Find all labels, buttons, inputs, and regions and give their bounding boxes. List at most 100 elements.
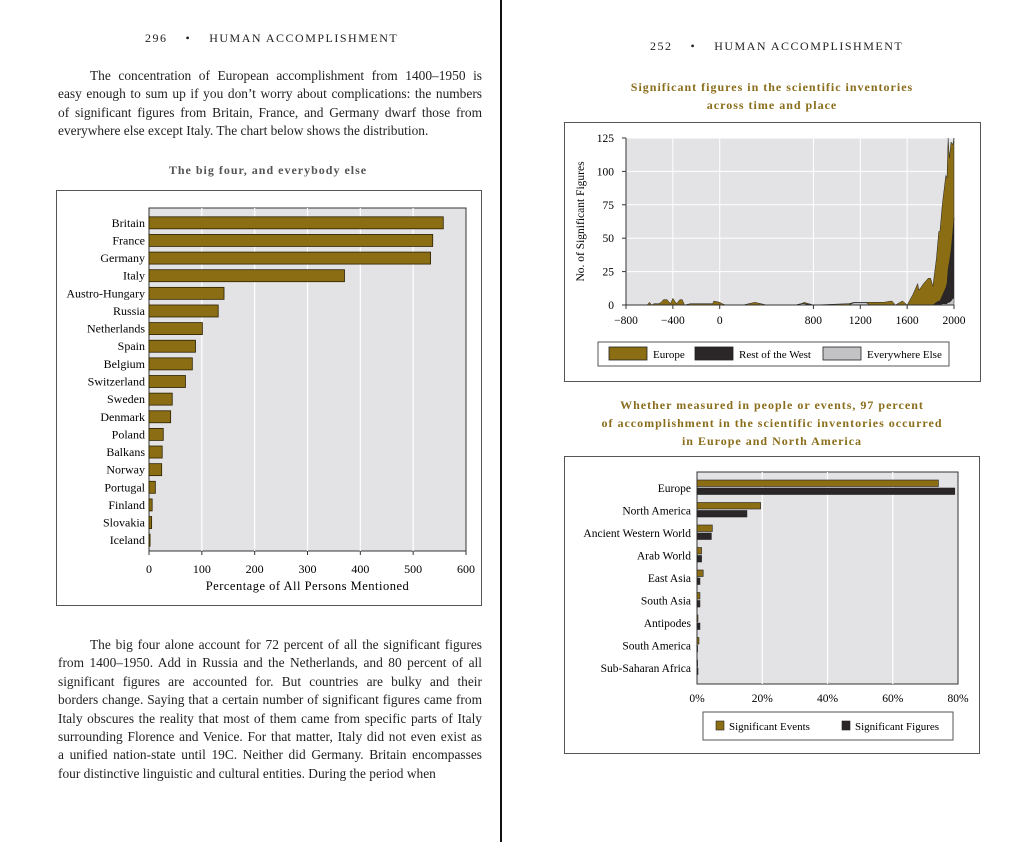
chart1-title: The big four, and everybody else — [168, 163, 368, 177]
chart-regions: 0% 20% 40% 60% 80% Europe North America Ancient… — [583, 471, 969, 741]
category-label: South America — [622, 641, 691, 653]
category-label: Italy — [123, 269, 145, 283]
bullet: • — [690, 39, 697, 53]
x-tick-label: 40% — [817, 693, 839, 705]
text-line: borders change. Saying that a certain nu… — [58, 692, 482, 708]
x-tick-label: 1200 — [849, 315, 872, 327]
legend-label-europe: Europe — [653, 349, 685, 361]
bar-norway — [148, 463, 163, 477]
bar-finland — [148, 498, 153, 512]
category-label: Sub-Saharan Africa — [601, 663, 691, 675]
chart2-title: Significant figures in the scientific in… — [564, 78, 980, 114]
text-line: The big four alone account for 72 percen… — [90, 637, 482, 652]
legend-label-rest-of-the-west: Rest of the West — [739, 349, 811, 361]
bar-significant-figures — [696, 645, 698, 653]
legend-box — [702, 711, 954, 741]
text-line: easy enough to sum up if you don’t worry… — [58, 86, 482, 102]
chart2-frame: 0 25 50 75 100 125 −800 −400 0 800 1200 1600 2000 No.… — [564, 122, 981, 382]
chart2-title-line: Significant figures in the scientific in… — [630, 80, 914, 94]
page-gutter-divider — [500, 0, 502, 842]
running-head-title: HUMAN ACCOMPLISHMENT — [209, 31, 399, 45]
bar-significant-events — [696, 524, 713, 532]
bar-significant-figures — [696, 510, 748, 518]
bar-significant-figures — [696, 577, 701, 585]
category-label: Finland — [108, 498, 145, 512]
category-label: France — [112, 233, 145, 247]
text-line: from 1400–1950. Add in Russia and the Ne… — [58, 655, 482, 671]
bar-switzerland — [148, 375, 186, 388]
right-running-head: 252 • HUMAN ACCOMPLISHMENT — [650, 39, 903, 54]
bar-significant-figures — [696, 487, 956, 495]
bar-denmark — [148, 410, 172, 424]
bar-iceland — [148, 533, 151, 547]
x-tick-label: 100 — [193, 562, 211, 576]
chart-big-four: 0 100 200 300 400 500 600 Britain France Germany I… — [66, 207, 475, 593]
bar-austro-hungary — [148, 286, 225, 300]
y-tick-label: 75 — [603, 200, 615, 212]
text-line: The concentration of European accomplish… — [90, 68, 482, 83]
x-tick-label: 2000 — [943, 315, 966, 327]
bar-significant-events — [696, 637, 700, 645]
bar-significant-events — [696, 569, 704, 577]
legend-swatch-significant-events — [715, 720, 725, 731]
category-label: Germany — [100, 251, 145, 265]
legend-swatch-significant-figures — [841, 720, 851, 731]
bar-france — [148, 234, 434, 247]
chart1-frame: 0 100 200 300 400 500 600 Britain France Germany I… — [56, 190, 482, 606]
category-label: Portugal — [104, 480, 145, 494]
category-label: Sweden — [107, 392, 145, 406]
x-tick-label: 800 — [805, 315, 823, 327]
plot-area — [626, 138, 954, 305]
x-tick-label: 400 — [351, 562, 369, 576]
bar-balkans — [148, 445, 163, 459]
x-tick-label: 300 — [299, 562, 317, 576]
category-label: Norway — [106, 463, 145, 477]
left-running-head: 296 • HUMAN ACCOMPLISHMENT — [145, 31, 398, 46]
legend-label-significant-events: Significant Events — [729, 721, 810, 733]
chart3-title-line: of accomplishment in the scientific inve… — [601, 416, 943, 430]
bar-portugal — [148, 480, 156, 494]
bar-belgium — [148, 357, 193, 371]
bar-significant-events — [696, 547, 702, 555]
x-tick-label: −800 — [614, 315, 638, 327]
x-tick-label: 600 — [457, 562, 475, 576]
x-tick-label: 80% — [947, 693, 969, 705]
bar-russia — [148, 304, 219, 318]
y-tick-label: 25 — [603, 267, 615, 279]
category-label: Antipodes — [644, 618, 692, 630]
text-line: Italy obscures the reality that most of … — [58, 710, 482, 726]
bar-germany — [148, 251, 432, 265]
chart3-title-line: Whether measured in people or events, 97… — [620, 398, 924, 412]
bar-poland — [148, 427, 164, 441]
category-label: Spain — [118, 339, 145, 353]
x-tick-label: −400 — [661, 315, 685, 327]
category-label: North America — [622, 506, 691, 518]
bar-significant-events — [696, 592, 701, 600]
category-label: Austro-Hungary — [66, 286, 145, 300]
bar-significant-events — [696, 479, 939, 487]
text-line: a unified nation-state until 19C. Neithe… — [58, 747, 482, 763]
category-label: Russia — [113, 304, 146, 318]
text-line: four distinctive linguistic and cultural… — [58, 765, 436, 781]
text-line: surrounding Florence and Venice. For tha… — [58, 729, 482, 744]
category-label: Balkans — [106, 445, 145, 459]
y-axis-label: No. of Significant Figures — [575, 161, 587, 282]
y-tick-label: 100 — [597, 166, 615, 178]
page-number: 252 — [650, 39, 673, 53]
category-label: Ancient Western World — [583, 528, 691, 540]
category-label: East Asia — [648, 573, 691, 585]
legend-swatch-everywhere-else — [822, 346, 862, 361]
category-label: Slovakia — [103, 516, 146, 530]
x-tick-label: 0 — [146, 562, 152, 576]
bar-significant-figures — [696, 532, 712, 540]
bar-britain — [148, 216, 444, 230]
bar-significant-figures — [696, 622, 701, 630]
text-line: of significant figures from Britain, Fra… — [58, 104, 482, 120]
category-label: Switzerland — [88, 375, 145, 389]
category-label: Denmark — [100, 410, 145, 424]
bullet: • — [185, 31, 192, 45]
running-head-title: HUMAN ACCOMPLISHMENT — [714, 39, 904, 53]
chart2-title-line: across time and place — [706, 98, 838, 112]
bar-significant-events — [696, 502, 761, 510]
category-label: Poland — [112, 427, 145, 441]
